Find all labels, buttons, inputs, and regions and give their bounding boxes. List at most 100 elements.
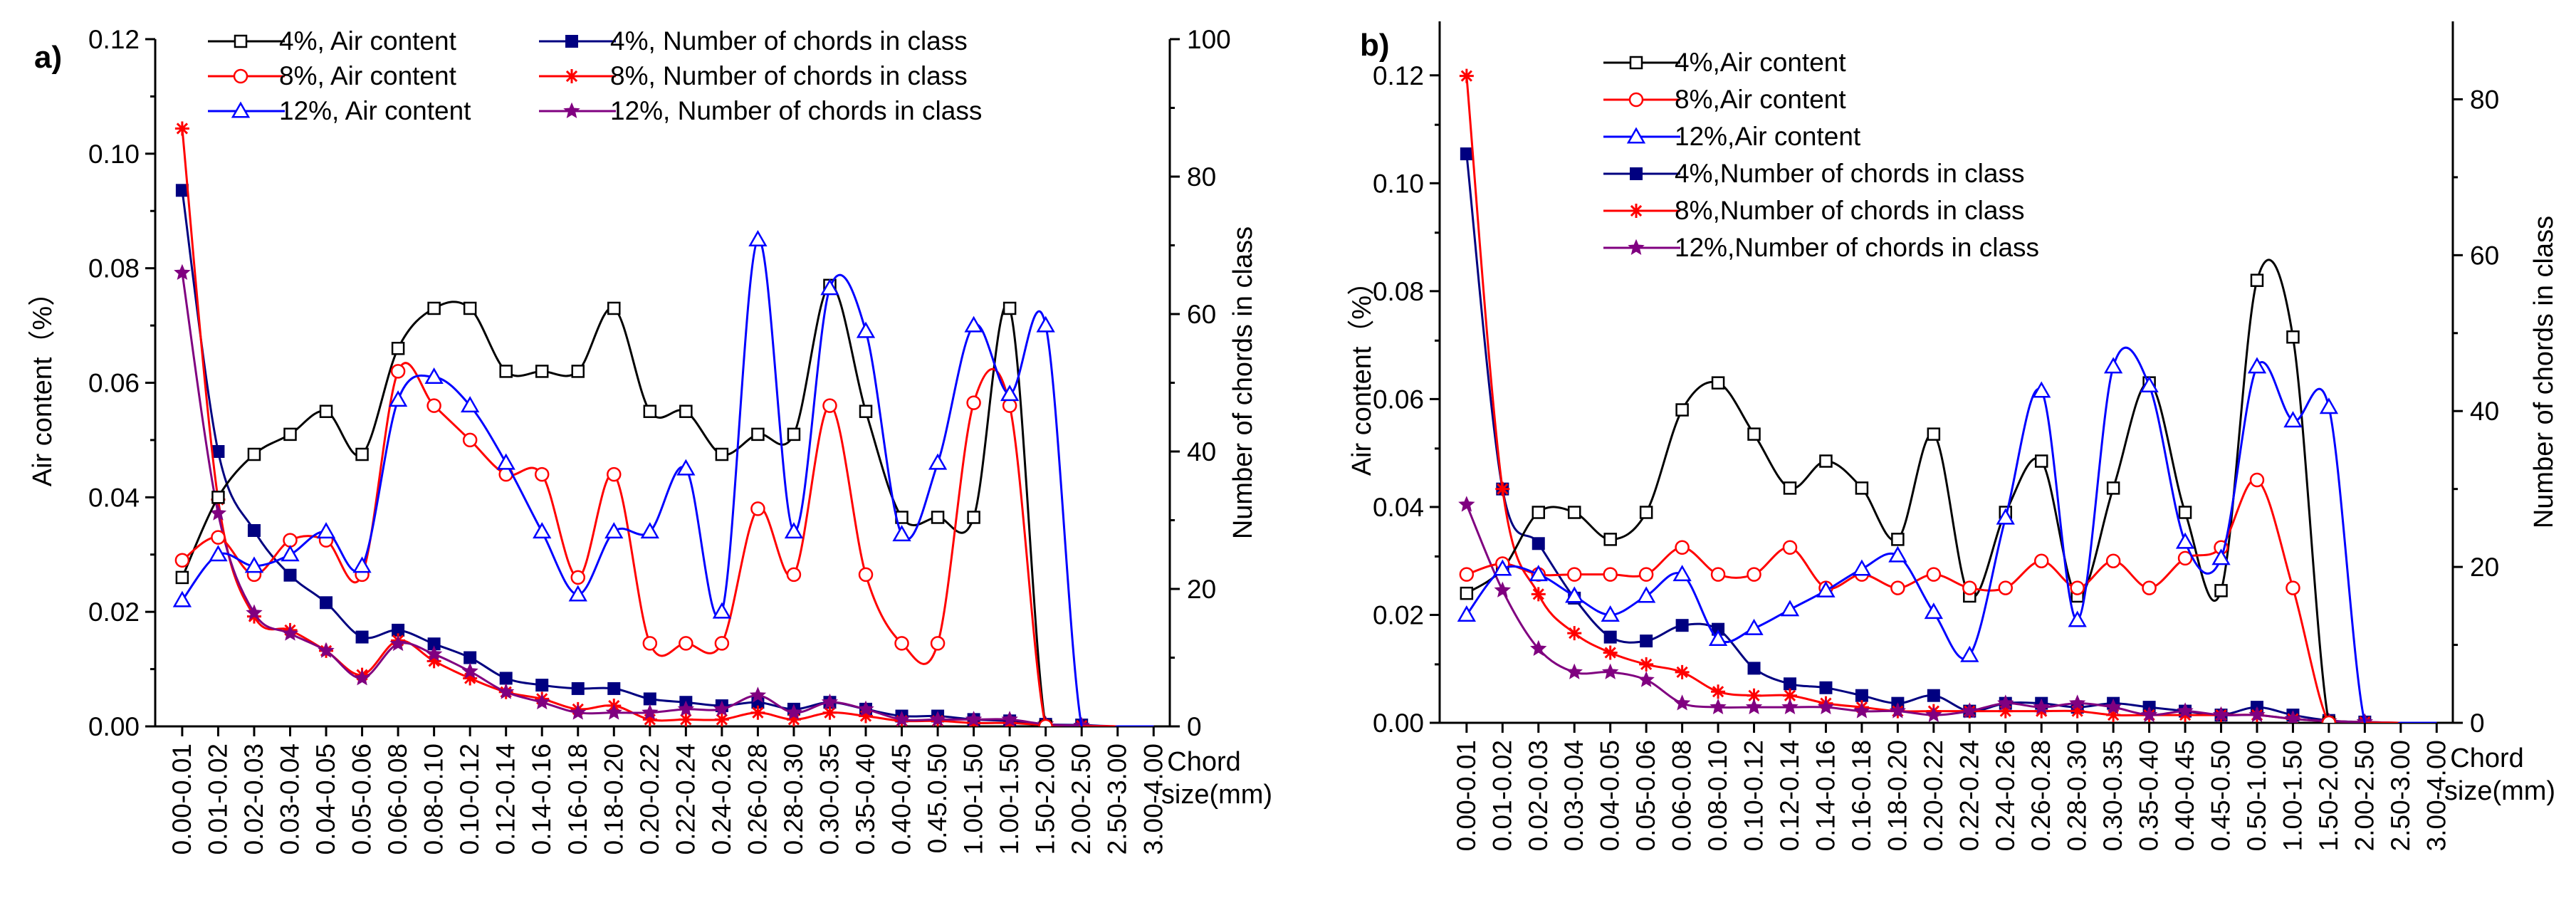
data-point — [425, 645, 443, 662]
x-tick-label: 1.50-2.00 — [2314, 740, 2343, 851]
data-point — [1962, 580, 1977, 595]
data-point — [1855, 689, 1868, 702]
data-point — [1924, 602, 1943, 620]
y-tick-label: 0.00 — [88, 712, 140, 741]
data-point — [570, 570, 585, 585]
data-point — [1927, 689, 1940, 702]
legend-item: 12%, Air content — [208, 96, 471, 125]
legend-marker — [231, 101, 251, 118]
series-12-air-content — [1457, 346, 2437, 723]
data-point — [642, 712, 657, 726]
data-point — [497, 683, 515, 699]
x-tick-label: 0.40-0.45 — [2170, 740, 2199, 851]
series-line — [1465, 259, 2437, 723]
data-point — [496, 453, 515, 470]
legend-item: 4%,Number of chords in class — [1603, 159, 2024, 188]
data-point — [1819, 454, 1833, 468]
data-point — [1997, 694, 2014, 711]
legend-marker — [1626, 127, 1646, 144]
y-tick-label: 0.02 — [88, 597, 140, 627]
data-point — [1675, 540, 1690, 555]
legend-label: 4%,Air content — [1675, 48, 1846, 77]
data-point — [1567, 626, 1582, 641]
data-point — [211, 530, 226, 545]
data-point — [534, 466, 550, 482]
data-point — [1710, 567, 1726, 582]
x-tick-label: 0.01-0.02 — [1487, 740, 1517, 851]
series-line — [182, 362, 1154, 726]
data-point — [928, 453, 948, 470]
data-point — [1783, 677, 1796, 691]
data-point — [535, 365, 549, 378]
y2-tick-label: 20 — [1187, 575, 1216, 604]
data-point — [2248, 706, 2266, 723]
y-tick-label: 0.10 — [88, 140, 140, 169]
x-tick-label: 1.00-1.50 — [995, 743, 1024, 855]
legend-label: 4%, Number of chords in class — [610, 26, 968, 56]
x-tick-label: 0.12-0.14 — [1775, 740, 1804, 851]
data-point — [1852, 559, 1872, 576]
data-point — [965, 711, 983, 726]
x-tick-label: 2.00-2.50 — [2350, 740, 2379, 851]
data-point — [1711, 684, 1726, 699]
x-axis-label: size(mm) — [1161, 780, 1272, 810]
x-axis-label: Chord — [2450, 743, 2524, 773]
x-tick-label: 2.00-2.50 — [1067, 743, 1096, 855]
data-point — [1000, 385, 1020, 402]
x-tick-label: 0.06-0.08 — [1667, 740, 1697, 851]
data-point — [209, 545, 228, 562]
y-tick-label: 0.06 — [1373, 385, 1424, 414]
x-tick-label: 0.28-0.30 — [779, 743, 808, 855]
data-point — [283, 533, 298, 548]
x-tick-label: 0.22-0.24 — [671, 743, 700, 855]
data-point — [1459, 68, 1474, 83]
x-tick-label: 0.24-0.26 — [707, 743, 736, 855]
x-tick-label: 0.40-0.45 — [887, 743, 916, 855]
data-point — [1673, 694, 1691, 711]
data-point — [355, 630, 369, 644]
series-line — [181, 238, 1154, 726]
data-point — [244, 556, 264, 573]
data-point — [966, 395, 981, 410]
data-point — [1672, 565, 1692, 582]
data-point — [1636, 586, 1656, 603]
data-point — [1603, 645, 1618, 660]
data-point — [533, 693, 550, 710]
legend-item: 12%,Number of chords in class — [1603, 233, 2039, 262]
data-point — [1675, 664, 1690, 679]
data-point — [894, 636, 909, 651]
x-tick-label: 0.18-0.20 — [599, 743, 628, 855]
data-point — [2319, 397, 2339, 414]
data-point — [174, 263, 191, 281]
x-tick-label: 3.00-4.00 — [2421, 740, 2451, 851]
data-point — [605, 704, 622, 720]
data-point — [175, 184, 189, 197]
x-tick-label: 0.01-0.02 — [203, 743, 232, 855]
data-point — [2068, 694, 2086, 711]
data-point — [967, 511, 980, 524]
data-point — [1996, 508, 2015, 525]
data-point — [2247, 357, 2267, 374]
data-point — [642, 636, 658, 651]
data-point — [2250, 273, 2264, 287]
y-tick-label: 0.12 — [88, 25, 140, 54]
x-tick-label: 0.45-0.50 — [2206, 740, 2236, 851]
data-point — [1457, 605, 1476, 622]
data-point — [2283, 411, 2303, 428]
data-point — [211, 445, 225, 458]
data-point — [2106, 708, 2121, 723]
x-tick-label: 0.03-0.04 — [275, 743, 304, 855]
data-point — [1495, 481, 1510, 496]
legend-marker — [1628, 239, 1645, 255]
data-point — [1891, 533, 1905, 546]
series-12-air-content — [172, 229, 1154, 726]
x-tick-label: 0.30-0.35 — [2098, 740, 2127, 851]
legend-label: 8%, Number of chords in class — [610, 61, 968, 90]
data-point — [281, 625, 299, 641]
data-point — [1601, 605, 1620, 622]
series-line — [181, 128, 1154, 726]
data-point — [1494, 581, 1512, 597]
data-point — [427, 301, 441, 315]
data-point — [1780, 600, 1800, 617]
